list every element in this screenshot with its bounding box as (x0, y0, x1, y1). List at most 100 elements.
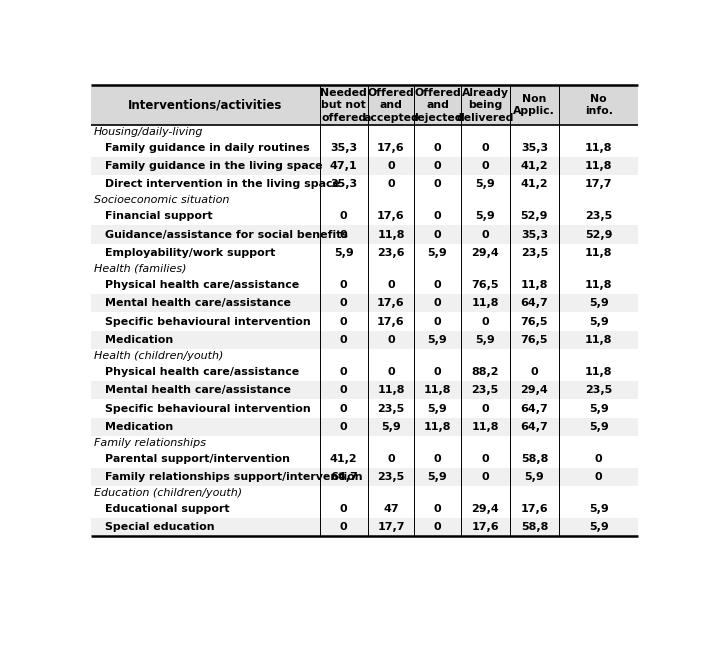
Text: 0: 0 (595, 454, 603, 464)
Text: 5,9: 5,9 (475, 335, 495, 345)
Text: No
info.: No info. (585, 94, 613, 116)
Text: Medication: Medication (105, 422, 173, 432)
Text: 5,9: 5,9 (427, 472, 447, 482)
Text: 5,9: 5,9 (427, 403, 447, 413)
Text: 0: 0 (387, 335, 395, 345)
Text: 0: 0 (481, 161, 489, 171)
Text: 0: 0 (340, 366, 347, 376)
Text: 29,4: 29,4 (520, 385, 548, 395)
Text: 0: 0 (340, 522, 347, 532)
Text: Special education: Special education (105, 522, 214, 532)
Text: 0: 0 (340, 422, 347, 432)
Text: 5,9: 5,9 (475, 211, 495, 221)
Text: 35,3: 35,3 (330, 179, 357, 189)
Text: 23,5: 23,5 (378, 472, 405, 482)
Text: 5,9: 5,9 (427, 335, 447, 345)
Text: 64,7: 64,7 (330, 472, 358, 482)
Text: Physical health care/assistance: Physical health care/assistance (105, 366, 300, 376)
Text: 0: 0 (340, 504, 347, 513)
Text: 0: 0 (340, 403, 347, 413)
Text: 0: 0 (481, 403, 489, 413)
Text: 0: 0 (387, 280, 395, 290)
Text: 0: 0 (595, 472, 603, 482)
Text: 11,8: 11,8 (585, 335, 613, 345)
Bar (91, 381, 638, 399)
Text: 23,5: 23,5 (585, 385, 612, 395)
Bar (91, 518, 638, 536)
Text: 0: 0 (340, 335, 347, 345)
Text: 11,8: 11,8 (377, 229, 405, 240)
Text: 64,7: 64,7 (520, 403, 548, 413)
Text: 52,9: 52,9 (585, 229, 613, 240)
Text: Socioeconomic situation: Socioeconomic situation (94, 195, 229, 205)
Text: 0: 0 (481, 229, 489, 240)
Text: 23,5: 23,5 (585, 211, 612, 221)
Text: 17,6: 17,6 (377, 142, 405, 152)
Bar (91, 294, 638, 312)
Text: 23,5: 23,5 (520, 248, 548, 258)
Text: 76,5: 76,5 (520, 335, 548, 345)
Text: 35,3: 35,3 (521, 229, 548, 240)
Text: 0: 0 (387, 366, 395, 376)
Text: 17,6: 17,6 (377, 211, 405, 221)
Bar (91, 157, 638, 175)
Text: 17,7: 17,7 (377, 522, 405, 532)
Text: Educational support: Educational support (105, 504, 229, 513)
Text: Education (children/youth): Education (children/youth) (94, 488, 242, 498)
Text: 0: 0 (340, 280, 347, 290)
Text: Housing/daily-living: Housing/daily-living (94, 127, 204, 137)
Text: Direct intervention in the living space: Direct intervention in the living space (105, 179, 340, 189)
Text: 5,9: 5,9 (381, 422, 401, 432)
Text: 76,5: 76,5 (520, 317, 548, 327)
Text: 0: 0 (434, 454, 442, 464)
Text: 41,2: 41,2 (330, 454, 358, 464)
Text: 58,8: 58,8 (520, 522, 548, 532)
Text: 11,8: 11,8 (377, 385, 405, 395)
Text: 29,4: 29,4 (471, 248, 499, 258)
Text: 58,8: 58,8 (520, 454, 548, 464)
Text: 47,1: 47,1 (330, 161, 358, 171)
Text: 0: 0 (481, 472, 489, 482)
Text: 23,5: 23,5 (378, 403, 405, 413)
Text: 0: 0 (434, 504, 442, 513)
Text: 76,5: 76,5 (471, 280, 499, 290)
Text: 0: 0 (481, 317, 489, 327)
Bar (91, 225, 638, 244)
Text: 17,6: 17,6 (377, 317, 405, 327)
Text: 5,9: 5,9 (589, 504, 608, 513)
Text: 5,9: 5,9 (475, 179, 495, 189)
Text: 0: 0 (434, 161, 442, 171)
Text: 11,8: 11,8 (585, 248, 613, 258)
Bar (91, 85, 638, 125)
Text: 11,8: 11,8 (585, 161, 613, 171)
Text: 11,8: 11,8 (585, 142, 613, 152)
Text: 0: 0 (434, 280, 442, 290)
Bar (91, 468, 638, 486)
Text: Parental support/intervention: Parental support/intervention (105, 454, 290, 464)
Text: 0: 0 (434, 298, 442, 308)
Text: 0: 0 (434, 366, 442, 376)
Text: 17,6: 17,6 (377, 298, 405, 308)
Text: 17,7: 17,7 (585, 179, 613, 189)
Text: 0: 0 (387, 454, 395, 464)
Text: 5,9: 5,9 (589, 403, 608, 413)
Text: 5,9: 5,9 (589, 422, 608, 432)
Text: 0: 0 (434, 211, 442, 221)
Text: 0: 0 (434, 229, 442, 240)
Text: Already
being
delivered: Already being delivered (457, 88, 514, 123)
Text: 5,9: 5,9 (589, 522, 608, 532)
Text: 0: 0 (434, 522, 442, 532)
Text: Health (families): Health (families) (94, 264, 187, 274)
Text: 35,3: 35,3 (521, 142, 548, 152)
Text: Offered
and
accepted: Offered and accepted (363, 88, 419, 123)
Text: 0: 0 (340, 229, 347, 240)
Text: 11,8: 11,8 (585, 366, 613, 376)
Text: 11,8: 11,8 (424, 385, 452, 395)
Text: 29,4: 29,4 (471, 504, 499, 513)
Text: 41,2: 41,2 (520, 161, 548, 171)
Text: 35,3: 35,3 (330, 142, 357, 152)
Text: Needed
but not
offered: Needed but not offered (320, 88, 367, 123)
Text: Medication: Medication (105, 335, 173, 345)
Text: 64,7: 64,7 (520, 422, 548, 432)
Text: 47: 47 (383, 504, 399, 513)
